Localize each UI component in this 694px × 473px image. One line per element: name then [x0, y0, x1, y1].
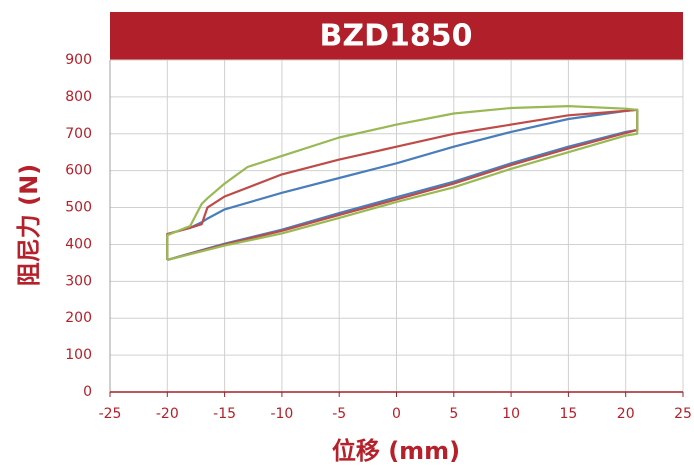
chart-title: BZD1850: [319, 19, 472, 54]
x-tick-label: 20: [617, 406, 635, 422]
y-tick-label: 900: [65, 52, 92, 68]
y-tick-label: 0: [83, 384, 92, 400]
y-tick-label: 100: [65, 347, 92, 363]
x-axis-label: 位移 (mm): [332, 437, 460, 465]
x-tick-label: -5: [332, 406, 346, 422]
title-bar: [110, 12, 683, 60]
y-tick-label: 300: [65, 273, 92, 289]
x-tick-label: -15: [213, 406, 236, 422]
y-tick-label: 200: [65, 310, 92, 326]
x-tick-label: -20: [156, 406, 179, 422]
x-tick-label: 5: [449, 406, 458, 422]
y-tick-label: 600: [65, 163, 92, 179]
x-tick-label: 10: [502, 406, 520, 422]
series-line: [166, 108, 639, 261]
series-line: [166, 108, 639, 261]
x-tick-label: 15: [559, 406, 577, 422]
series-line: [166, 104, 639, 261]
x-tick-label: -25: [99, 406, 122, 422]
x-tick-label: 25: [674, 406, 692, 422]
y-axis-label: 阻尼力 (N): [15, 164, 43, 286]
x-tick-label: -10: [270, 406, 293, 422]
y-tick-label: 400: [65, 236, 92, 252]
y-tick-label: 700: [65, 126, 92, 142]
y-tick-label: 500: [65, 200, 92, 216]
x-tick-label: 0: [392, 406, 401, 422]
y-tick-label: 800: [65, 89, 92, 105]
